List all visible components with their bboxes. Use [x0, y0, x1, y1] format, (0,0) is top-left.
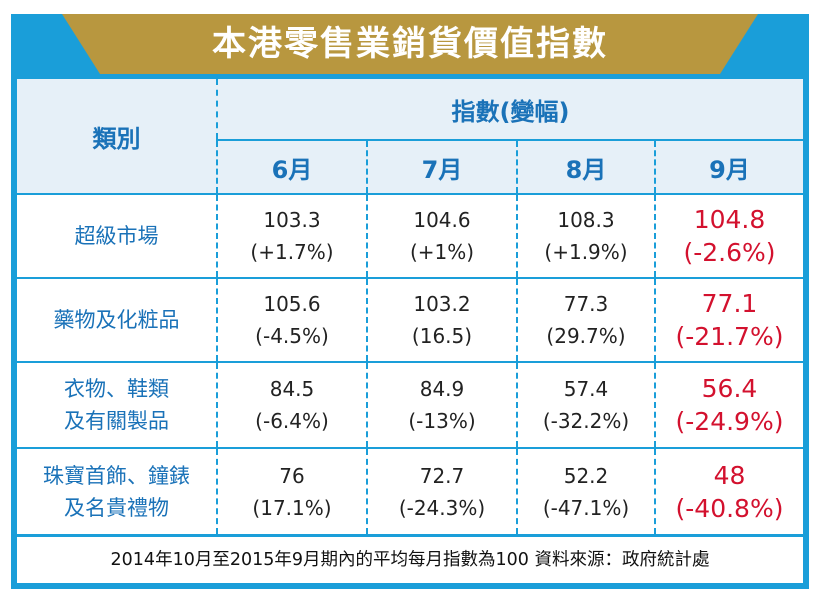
index-value: 84.5	[269, 377, 315, 401]
change-value-highlight: (-24.9%)	[675, 407, 784, 436]
chart-title: 本港零售業銷貨價值指數	[212, 24, 608, 64]
change-value-highlight: (-40.8%)	[675, 493, 784, 523]
category-label: 及名貴禮物	[64, 495, 169, 520]
index-value: 103.3	[263, 208, 321, 232]
banner-shape	[62, 14, 758, 74]
category-cell: 藥物及化粧品	[17, 277, 218, 362]
change-value: (+1%)	[409, 240, 475, 264]
value-cell: 104.8 (-2.6%)	[655, 193, 803, 278]
change-value: (-13%)	[408, 409, 476, 433]
month-header: 7月	[367, 140, 518, 194]
change-value: (+1.7%)	[250, 240, 334, 264]
value-cell: 84.9 (-13%)	[367, 361, 518, 448]
index-value: 104.6	[413, 208, 471, 232]
index-value-highlight: 104.8	[693, 205, 766, 234]
change-value-highlight: (-2.6%)	[683, 238, 776, 267]
index-value: 76	[279, 463, 305, 488]
value-cell: 84.5 (-6.4%)	[217, 361, 368, 448]
change-value: (16.5)	[411, 324, 473, 348]
index-value-highlight: 48	[713, 460, 746, 490]
value-cell: 103.2 (16.5)	[367, 277, 518, 362]
table-row: 超級市場 103.3 (+1.7%) 104.6 (+1%) 108.3 (+1…	[17, 193, 803, 278]
index-value: 103.2	[413, 292, 471, 316]
category-label: 超級市場	[74, 224, 159, 248]
change-value: (-32.2%)	[542, 409, 630, 433]
change-value: (17.1%)	[252, 495, 332, 520]
index-header: 指數(變幅)	[217, 79, 803, 141]
month-header: 6月	[217, 140, 368, 194]
value-cell: 72.7 (-24.3%)	[367, 447, 518, 534]
change-value: (29.7%)	[546, 324, 626, 348]
index-value: 77.3	[563, 292, 609, 316]
title-banner: 本港零售業銷貨價值指數	[62, 14, 758, 74]
value-cell: 57.4 (-32.2%)	[517, 361, 656, 448]
index-value: 52.2	[563, 463, 609, 488]
change-value: (-24.3%)	[398, 495, 486, 520]
change-value: (-6.4%)	[255, 409, 329, 433]
change-value: (+1.9%)	[544, 240, 628, 264]
index-value: 84.9	[419, 377, 465, 401]
value-cell: 104.6 (+1%)	[367, 193, 518, 278]
change-value: (-4.5%)	[255, 324, 329, 348]
category-label: 珠寶首飾、鐘錶	[43, 463, 190, 488]
value-cell: 105.6 (-4.5%)	[217, 277, 368, 362]
category-header: 類別	[17, 79, 218, 194]
category-label: 及有關製品	[64, 409, 169, 433]
month-header: 9月	[655, 140, 803, 194]
month-header: 8月	[517, 140, 656, 194]
index-value-highlight: 56.4	[701, 374, 758, 403]
index-value-highlight: 77.1	[701, 289, 758, 318]
index-value: 72.7	[419, 463, 465, 488]
value-cell: 76 (17.1%)	[217, 447, 368, 534]
table-row: 藥物及化粧品 105.6 (-4.5%) 103.2 (16.5) 77.3 (…	[17, 277, 803, 362]
table-row: 衣物、鞋類 及有關製品 84.5 (-6.4%) 84.9 (-13%) 57.…	[17, 361, 803, 448]
category-label: 衣物、鞋類	[64, 377, 169, 401]
category-cell: 衣物、鞋類 及有關製品	[17, 361, 218, 448]
value-cell: 77.1 (-21.7%)	[655, 277, 803, 362]
index-table: 類別 指數(變幅) 6月 7月 8月 9月 超級市場 103.3 (+1.7%)…	[17, 79, 803, 534]
category-cell: 珠寶首飾、鐘錶 及名貴禮物	[17, 447, 218, 534]
index-value: 105.6	[263, 292, 321, 316]
value-cell: 56.4 (-24.9%)	[655, 361, 803, 448]
value-cell: 77.3 (29.7%)	[517, 277, 656, 362]
value-cell: 52.2 (-47.1%)	[517, 447, 656, 534]
table-row: 珠寶首飾、鐘錶 及名貴禮物 76 (17.1%) 72.7 (-24.3%) 5…	[17, 447, 803, 534]
change-value-highlight: (-21.7%)	[675, 322, 784, 351]
category-label: 藥物及化粧品	[53, 308, 180, 332]
footnote: 2014年10月至2015年9月期內的平均每月指數為100 資料來源：政府統計處	[17, 537, 803, 583]
value-cell: 48 (-40.8%)	[655, 447, 803, 534]
category-cell: 超級市場	[17, 193, 218, 278]
index-value: 108.3	[557, 208, 615, 232]
value-cell: 108.3 (+1.9%)	[517, 193, 656, 278]
value-cell: 103.3 (+1.7%)	[217, 193, 368, 278]
change-value: (-47.1%)	[542, 495, 630, 520]
index-value: 57.4	[563, 377, 609, 401]
